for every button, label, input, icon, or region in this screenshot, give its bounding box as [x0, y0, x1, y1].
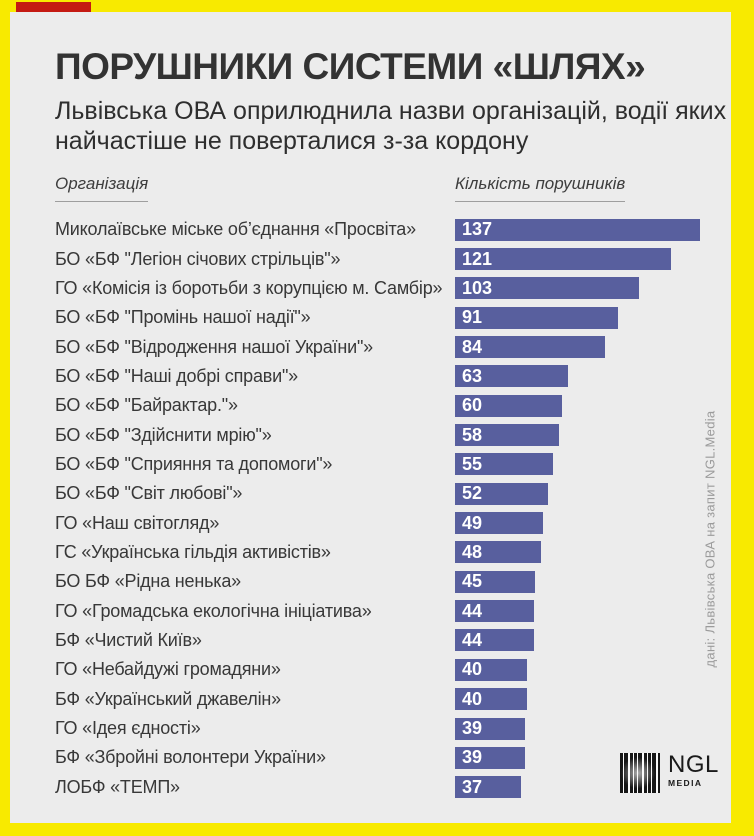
table-row: БО «БФ "Сприяння та допомоги"» 55	[55, 450, 715, 479]
violations-count: 103	[462, 277, 493, 298]
organization-label: ЛОБФ «ТЕМП»	[55, 776, 180, 797]
organization-label: ГС «Українська гільдія активістів»	[55, 541, 331, 562]
violations-bar: 137	[455, 218, 700, 241]
table-row: ГО «Наш світогляд» 49	[55, 508, 715, 537]
violations-count: 55	[462, 453, 483, 474]
violations-bar: 121	[455, 248, 672, 271]
violations-bar: 49	[455, 512, 543, 535]
violations-bar: 84	[455, 336, 606, 359]
logo-name: NGL	[668, 751, 719, 778]
organization-label: БО «БФ "Легіон січових стрільців"»	[55, 248, 341, 269]
violations-bar: 52	[455, 482, 548, 505]
violations-count: 44	[462, 629, 483, 650]
infographic-content: ПОРУШНИКИ СИСТЕМИ «ШЛЯХ» Львівська ОВА о…	[10, 12, 731, 823]
violations-count: 39	[462, 747, 483, 768]
violations-count: 48	[462, 541, 483, 562]
brand-accent-bar	[16, 2, 91, 12]
violations-bar: 55	[455, 453, 554, 476]
violations-bar: 58	[455, 424, 559, 447]
violations-count: 49	[462, 512, 483, 533]
organization-label: ГО «Небайдужі громадяни»	[55, 659, 281, 680]
table-row: БО «БФ "Легіон січових стрільців"» 121	[55, 244, 715, 273]
violations-count: 37	[462, 776, 483, 797]
violations-bar: 103	[455, 277, 640, 300]
organization-label: БО «БФ "Байрактар."»	[55, 395, 238, 416]
page-subtitle: Львівська ОВА оприлюднила назви організа…	[55, 97, 727, 155]
table-row: БО «БФ "Відродження нашої України"» 84	[55, 332, 715, 361]
table-row: ГС «Українська гільдія активістів» 48	[55, 538, 715, 567]
table-row: Миколаївське міське об’єднання «Просвіта…	[55, 215, 715, 244]
logo-subtitle: MEDIA	[668, 778, 703, 788]
organization-label: Миколаївське міське об’єднання «Просвіта…	[55, 219, 416, 240]
table-row: ГО «Комісія із боротьби з корупцією м. С…	[55, 274, 715, 303]
column-header-organization: Організація	[55, 174, 149, 202]
table-row: ГО «Небайдужі громадяни» 40	[55, 655, 715, 684]
violations-count: 52	[462, 483, 483, 504]
violations-count: 44	[462, 600, 483, 621]
violations-count: 40	[462, 688, 483, 709]
violations-bar: 63	[455, 365, 568, 388]
violations-count: 84	[462, 336, 483, 357]
table-row: ГО «Ідея єдності» 39	[55, 714, 715, 743]
table-row: БО БФ «Рідна ненька» 45	[55, 567, 715, 596]
violations-bar: 48	[455, 541, 541, 564]
violations-count: 40	[462, 659, 483, 680]
organization-label: БО «БФ "Здійснити мрію"»	[55, 424, 272, 445]
table-row: БО «БФ "Промінь нашої надії"» 91	[55, 303, 715, 332]
table-row: БО «БФ "Здійснити мрію"» 58	[55, 420, 715, 449]
violations-bar: 40	[455, 688, 527, 711]
violations-count: 60	[462, 395, 483, 416]
organization-label: БФ «Чистий Київ»	[55, 629, 202, 650]
violations-bar: 40	[455, 658, 527, 681]
violations-bar: 91	[455, 306, 618, 329]
violations-count: 137	[462, 219, 493, 240]
bar-chart: Миколаївське міське об’єднання «Просвіта…	[55, 215, 715, 802]
table-row: БФ «Зброй­ні волонтери України» 39	[55, 743, 715, 772]
violations-count: 121	[462, 248, 493, 269]
organization-label: БФ «Український джавелін»	[55, 688, 281, 709]
violations-bar: 44	[455, 629, 534, 652]
organization-label: БФ «Зброй­ні волонтери України»	[55, 747, 326, 768]
violations-count: 45	[462, 571, 483, 592]
ngl-media-logo: NGL MEDIA	[620, 753, 719, 793]
page-title: ПОРУШНИКИ СИСТЕМИ «ШЛЯХ»	[55, 46, 646, 87]
table-row: БФ «Чистий Київ» 44	[55, 626, 715, 655]
column-header-count: Кількість порушників	[455, 174, 626, 202]
violations-bar: 60	[455, 394, 563, 417]
violations-count: 63	[462, 365, 483, 386]
violations-count: 91	[462, 307, 483, 328]
organization-label: БО «БФ "Промінь нашої надії"»	[55, 307, 311, 328]
violations-bar: 39	[455, 746, 525, 769]
logo-text: NGL MEDIA	[668, 753, 719, 793]
organization-label: БО БФ «Рідна ненька»	[55, 571, 241, 592]
organization-label: ГО «Ідея єдності»	[55, 718, 201, 739]
organization-label: БО «БФ "Відродження нашої України"»	[55, 336, 373, 357]
violations-bar: 37	[455, 776, 522, 799]
organization-label: БО «БФ "Наші добрі справи"»	[55, 365, 298, 386]
organization-label: БО «БФ "Сприяння та допомоги"»	[55, 453, 333, 474]
violations-bar: 44	[455, 600, 534, 623]
violations-count: 39	[462, 718, 483, 739]
table-row: БФ «Український джавелін» 40	[55, 685, 715, 714]
table-row: БО «БФ "Світ любові"» 52	[55, 479, 715, 508]
table-row: БО «БФ "Наші добрі справи"» 63	[55, 362, 715, 391]
organization-label: ГО «Комісія із боротьби з корупцією м. С…	[55, 277, 443, 298]
organization-label: БО «БФ "Світ любові"»	[55, 483, 243, 504]
violations-count: 58	[462, 424, 483, 445]
violations-bar: 45	[455, 570, 536, 593]
table-row: ГО «Громадська екологічна ініціатива» 44	[55, 596, 715, 625]
violations-bar: 39	[455, 717, 525, 740]
organization-label: ГО «Наш світогляд»	[55, 512, 220, 533]
organization-label: ГО «Громадська екологічна ініціатива»	[55, 600, 372, 621]
ngl-barcode-icon	[620, 753, 660, 793]
table-row: БО «БФ "Байрактар."» 60	[55, 391, 715, 420]
table-row: ЛОБФ «ТЕМП» 37	[55, 773, 715, 802]
source-note: дані: Львівська ОВА на запит NGL.Media	[702, 410, 718, 668]
